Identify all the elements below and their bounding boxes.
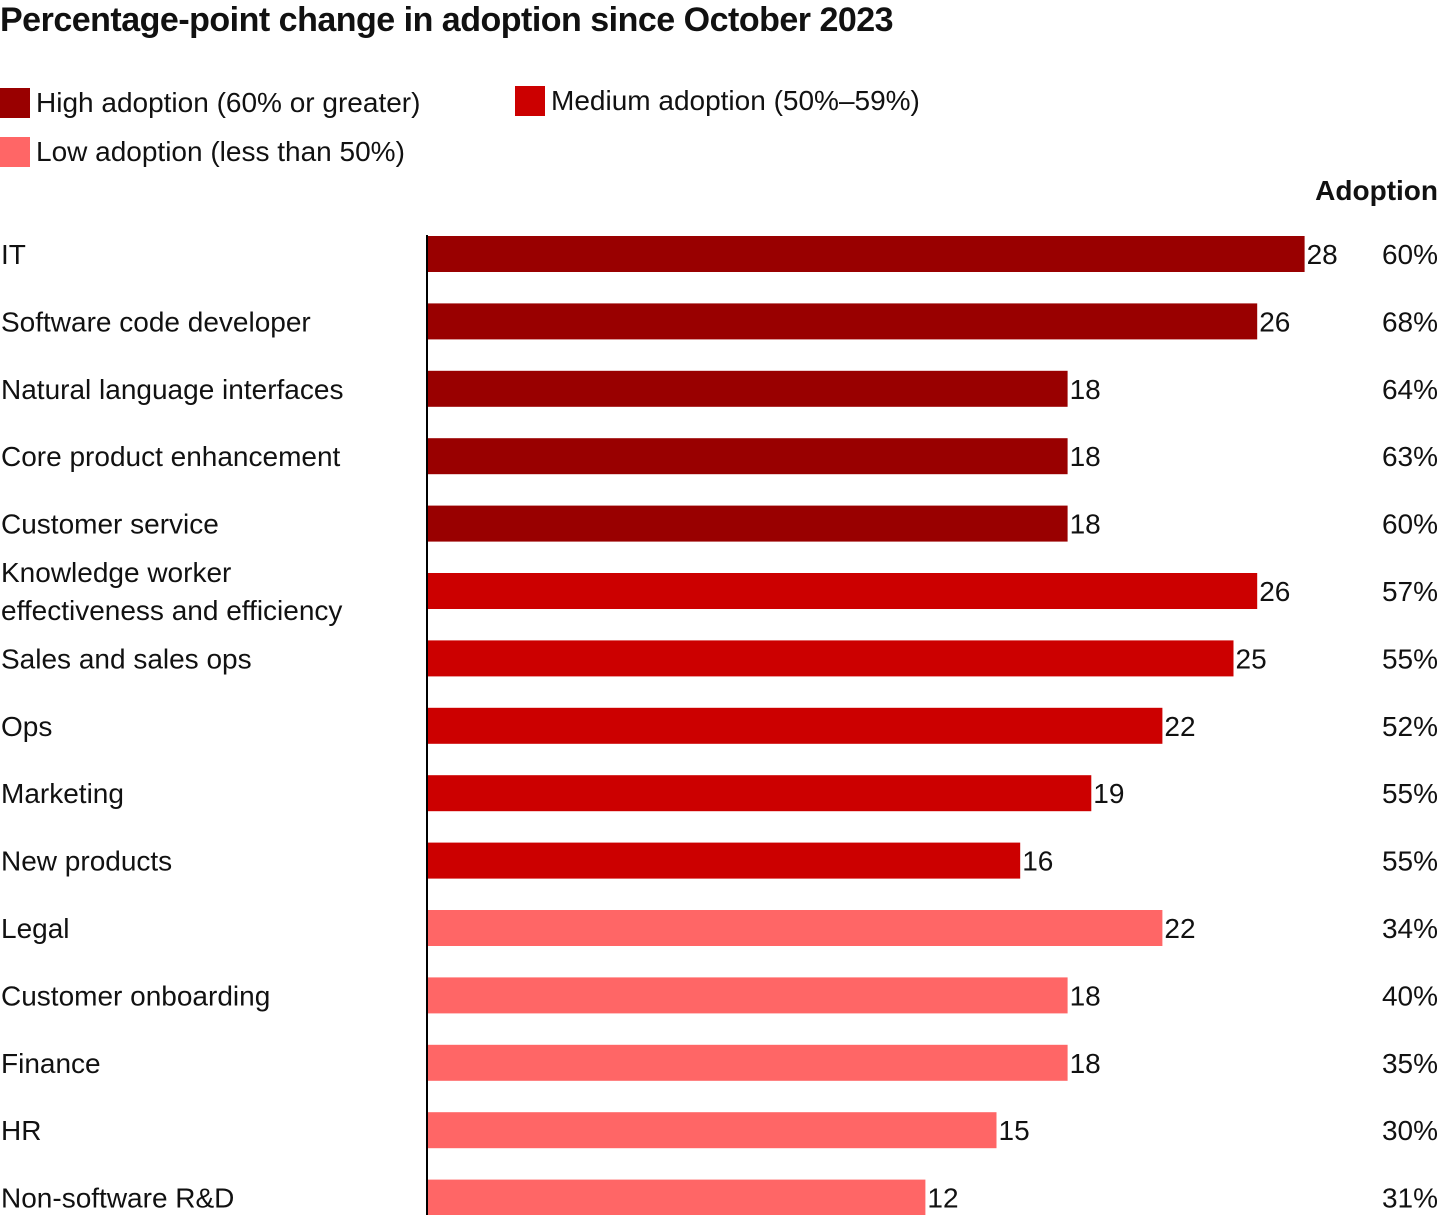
category-label: Non-software R&D (1, 1183, 234, 1214)
value-label: 18 (1070, 980, 1101, 1011)
bar (428, 236, 1305, 272)
legend-label-high: High adoption (60% or greater) (36, 87, 421, 118)
value-label: 16 (1022, 846, 1053, 877)
category-label: Marketing (1, 778, 124, 809)
value-label: 25 (1236, 643, 1267, 674)
bar (428, 303, 1258, 340)
adoption-label: 55% (1382, 778, 1438, 809)
value-label: 22 (1164, 913, 1195, 944)
value-label: 26 (1259, 576, 1290, 607)
category-label: Knowledge worker effectiveness and effici… (1, 557, 342, 626)
value-label: 28 (1307, 239, 1338, 270)
value-label: 22 (1164, 711, 1195, 742)
category-label: Finance (1, 1048, 101, 1079)
value-label: 18 (1070, 509, 1101, 540)
legend-item-high: High adoption (60% or greater) (0, 86, 420, 120)
bar (428, 573, 1258, 609)
chart-title: Percentage-point change in adoption sinc… (0, 1, 894, 39)
adoption-label: 63% (1382, 441, 1438, 472)
adoption-label: 30% (1382, 1115, 1438, 1146)
category-label: Core product enhancement (1, 441, 341, 472)
bar (428, 1179, 926, 1215)
category-label: Ops (1, 711, 52, 742)
bar (428, 505, 1068, 542)
category-label: Natural language interfaces (1, 374, 343, 405)
adoption-label: 31% (1382, 1183, 1438, 1214)
adoption-label: 57% (1382, 576, 1438, 607)
value-label: 19 (1093, 778, 1124, 809)
adoption-label: 68% (1382, 306, 1438, 337)
legend-label-medium: Medium adoption (50%–59%) (551, 85, 920, 116)
bar (428, 438, 1068, 475)
category-label: HR (1, 1115, 41, 1146)
adoption-label: 55% (1382, 643, 1438, 674)
bar (428, 977, 1068, 1014)
bar (428, 640, 1234, 677)
value-label: 15 (999, 1115, 1030, 1146)
bar (428, 910, 1163, 946)
category-label: Customer onboarding (1, 980, 270, 1011)
legend-item-medium: Medium adoption (50%–59%) (515, 84, 920, 118)
category-label: Sales and sales ops (1, 643, 252, 674)
category-label: Software code developer (1, 306, 311, 337)
adoption-label: 60% (1382, 509, 1438, 540)
adoption-label: 35% (1382, 1048, 1438, 1079)
adoption-label: 34% (1382, 913, 1438, 944)
legend-item-low: Low adoption (less than 50%) (0, 135, 405, 169)
bar (428, 370, 1068, 407)
category-label: IT (1, 239, 26, 270)
legend-swatch-medium (515, 86, 545, 116)
value-label: 18 (1070, 1048, 1101, 1079)
category-label: Customer service (1, 509, 219, 540)
adoption-label: 40% (1382, 980, 1438, 1011)
adoption-label: 60% (1382, 239, 1438, 270)
value-label: 12 (927, 1183, 958, 1214)
bar (428, 1112, 997, 1149)
bar (428, 842, 1021, 879)
legend-swatch-low (0, 137, 30, 167)
adoption-label: 55% (1382, 846, 1438, 877)
legend-label-low: Low adoption (less than 50%) (36, 136, 405, 167)
value-label: 26 (1259, 306, 1290, 337)
bar (428, 775, 1092, 812)
adoption-label: 52% (1382, 711, 1438, 742)
category-label: Legal (1, 913, 70, 944)
bar (428, 707, 1163, 744)
bar (428, 1044, 1068, 1081)
adoption-label: 64% (1382, 374, 1438, 405)
category-label: New products (1, 846, 172, 877)
value-label: 18 (1070, 441, 1101, 472)
value-label: 18 (1070, 374, 1101, 405)
legend-swatch-high (0, 88, 30, 118)
adoption-column-header: Adoption (1315, 175, 1438, 206)
